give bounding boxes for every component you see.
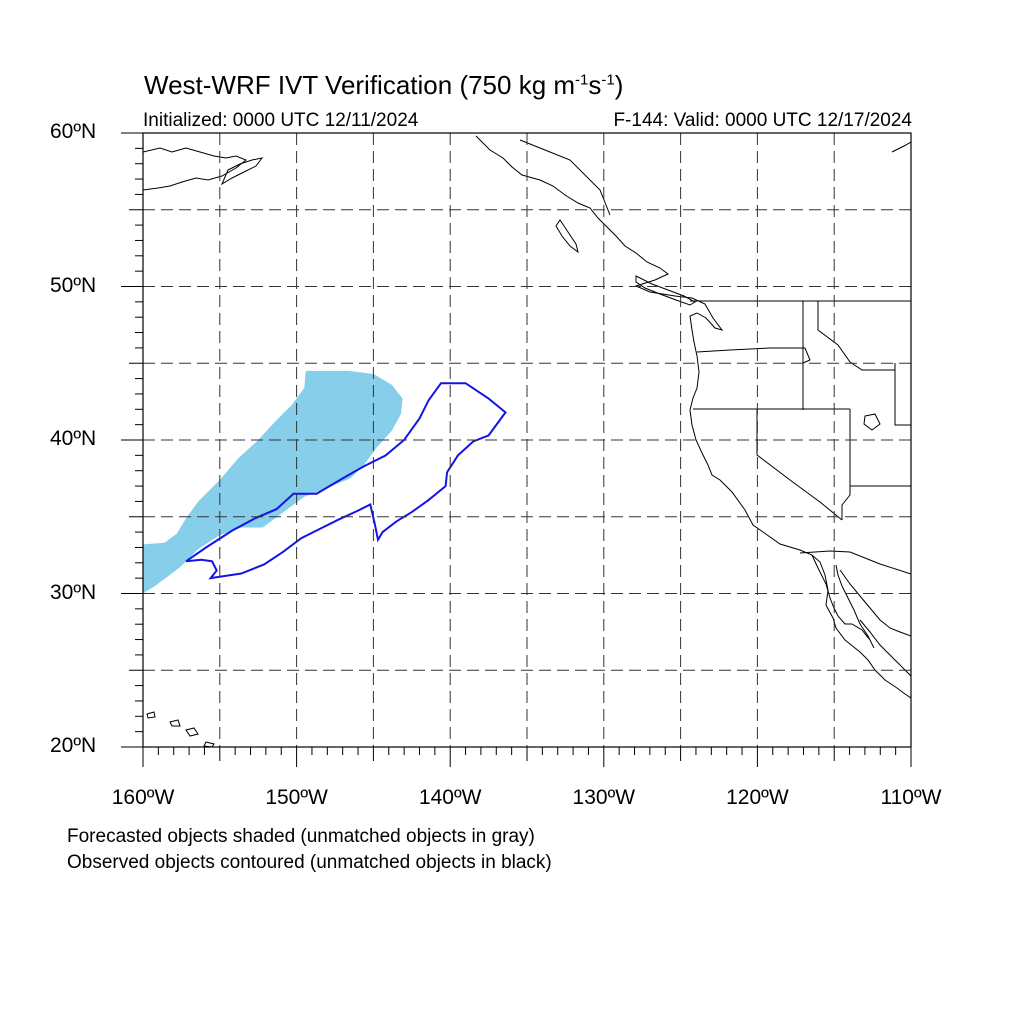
alaska-islands bbox=[220, 157, 264, 186]
lon-label: 110ºW bbox=[880, 786, 942, 809]
gridlines bbox=[143, 133, 911, 747]
washington-oregon-border bbox=[696, 347, 811, 364]
title-suffix: ) bbox=[614, 70, 624, 100]
alaska-coast bbox=[143, 147, 247, 191]
map-title: West-WRF IVT Verification (750 kg m-1s-1… bbox=[144, 70, 623, 101]
lat-label: 20ºN bbox=[50, 734, 97, 757]
north-america-coastline bbox=[475, 135, 911, 699]
mainland-mexico-coast bbox=[859, 619, 911, 677]
lat-label: 50ºN bbox=[50, 273, 97, 297]
title-exponent-2: -1 bbox=[601, 71, 615, 89]
nevada-arizona-border bbox=[841, 409, 851, 520]
lat-label: 60ºN bbox=[50, 120, 97, 143]
lat-label: 40ºN bbox=[50, 427, 97, 450]
haida-gwaii bbox=[555, 219, 579, 254]
lon-label: 150ºW bbox=[265, 786, 328, 809]
great-salt-lake bbox=[863, 413, 881, 431]
forecast-object bbox=[143, 370, 403, 594]
lon-label: 160ºW bbox=[111, 786, 175, 809]
wyoming-border bbox=[894, 363, 911, 426]
observed-object-contour bbox=[185, 382, 507, 580]
observed-note: Observed objects contoured (unmatched ob… bbox=[67, 852, 552, 873]
forecast-layer bbox=[143, 370, 507, 594]
vancouver-island bbox=[635, 275, 697, 306]
axis-ticks bbox=[121, 132, 912, 767]
initialized-label: Initialized: 0000 UTC 12/11/2024 bbox=[143, 110, 419, 131]
lat-label: 30ºN bbox=[50, 580, 97, 604]
valid-label: F-144: Valid: 0000 UTC 12/17/2024 bbox=[613, 110, 912, 131]
borders-layer bbox=[519, 139, 911, 575]
eastern-border-coast bbox=[891, 141, 911, 153]
lon-label: 120ºW bbox=[726, 786, 789, 809]
gulf-california-coast bbox=[839, 569, 911, 637]
us-mexico-border bbox=[799, 550, 911, 575]
title-mid: s bbox=[588, 70, 602, 100]
california-nevada-border bbox=[756, 409, 843, 521]
baja-california-outline bbox=[811, 554, 875, 649]
idaho-montana-border bbox=[817, 301, 895, 371]
alaska-bc-border bbox=[519, 139, 611, 216]
title-prefix: West-WRF IVT Verification (750 kg m bbox=[144, 70, 576, 100]
coastline-layer bbox=[143, 135, 911, 747]
forecast-note: Forecasted objects shaded (unmatched obj… bbox=[67, 826, 535, 847]
hawaii-islands bbox=[146, 711, 215, 747]
lon-label: 130ºW bbox=[572, 786, 636, 809]
title-exponent-1: -1 bbox=[575, 71, 589, 89]
lon-label: 140ºW bbox=[418, 786, 482, 809]
